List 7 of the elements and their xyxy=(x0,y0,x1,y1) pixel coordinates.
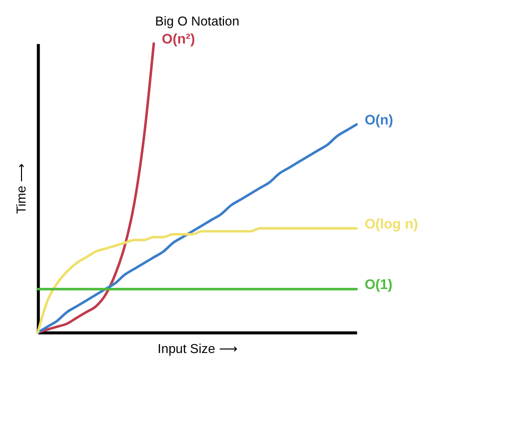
x-axis-title: Input Size ⟶ xyxy=(158,340,238,356)
chart-title: Big O Notation xyxy=(155,14,240,29)
series-label: O(n) xyxy=(364,111,394,128)
series-label: O(n²) xyxy=(162,30,196,47)
series-label: O(1) xyxy=(364,276,392,292)
y-axis-title: Time ⟶ xyxy=(13,163,28,214)
series-label: O(log n) xyxy=(364,215,418,232)
